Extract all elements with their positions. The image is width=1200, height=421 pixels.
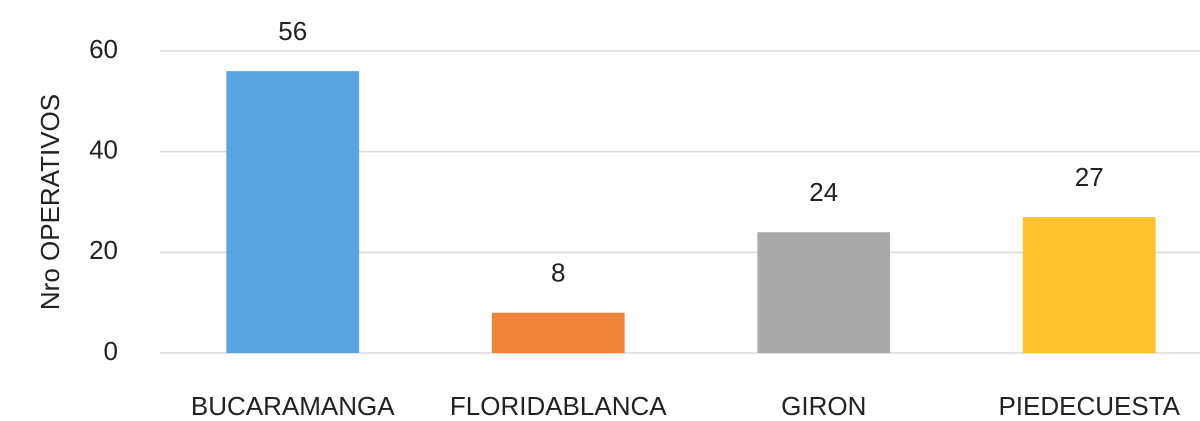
y-tick-label: 0 <box>104 336 118 366</box>
data-label: 24 <box>809 177 838 207</box>
x-tick-label: BUCARAMANGA <box>191 391 395 421</box>
bar <box>491 312 625 353</box>
data-label: 27 <box>1075 162 1104 192</box>
y-tick-label: 40 <box>89 135 118 165</box>
bar <box>226 71 360 353</box>
y-tick-label: 20 <box>89 235 118 265</box>
x-tick-label: GIRON <box>781 391 866 421</box>
data-label: 56 <box>278 16 307 46</box>
y-axis-label: Nro OPERATIVOS <box>35 94 65 310</box>
x-tick-label: PIEDECUESTA <box>998 391 1180 421</box>
x-tick-label: FLORIDABLANCA <box>450 391 667 421</box>
y-tick-label: 60 <box>89 34 118 64</box>
bar <box>757 232 891 353</box>
data-label: 8 <box>551 258 565 288</box>
bar <box>1022 217 1156 353</box>
